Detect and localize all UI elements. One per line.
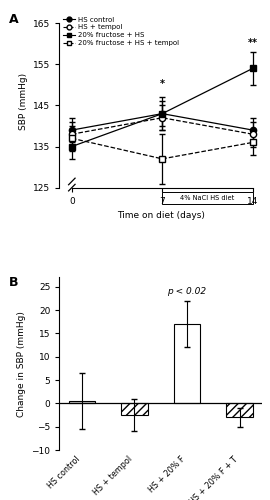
Bar (162, 192, 253, 204)
Bar (227, 404, 253, 417)
Bar (121, 404, 147, 415)
Y-axis label: SBP (mmHg): SBP (mmHg) (19, 72, 28, 130)
Y-axis label: Change in SBP (mmHg): Change in SBP (mmHg) (17, 311, 26, 416)
Text: A: A (9, 14, 18, 26)
Text: p < 0.02: p < 0.02 (167, 287, 207, 296)
Bar (69, 401, 95, 404)
Bar (174, 324, 200, 404)
Text: B: B (9, 276, 18, 288)
Text: **: ** (248, 38, 258, 48)
Legend: HS control, HS + tempol, 20% fructose + HS, 20% fructose + HS + tempol: HS control, HS + tempol, 20% fructose + … (63, 16, 179, 46)
X-axis label: Time on diet (days): Time on diet (days) (117, 211, 205, 220)
Text: 4% NaCl HS diet: 4% NaCl HS diet (180, 195, 235, 201)
Text: *: * (160, 79, 165, 89)
